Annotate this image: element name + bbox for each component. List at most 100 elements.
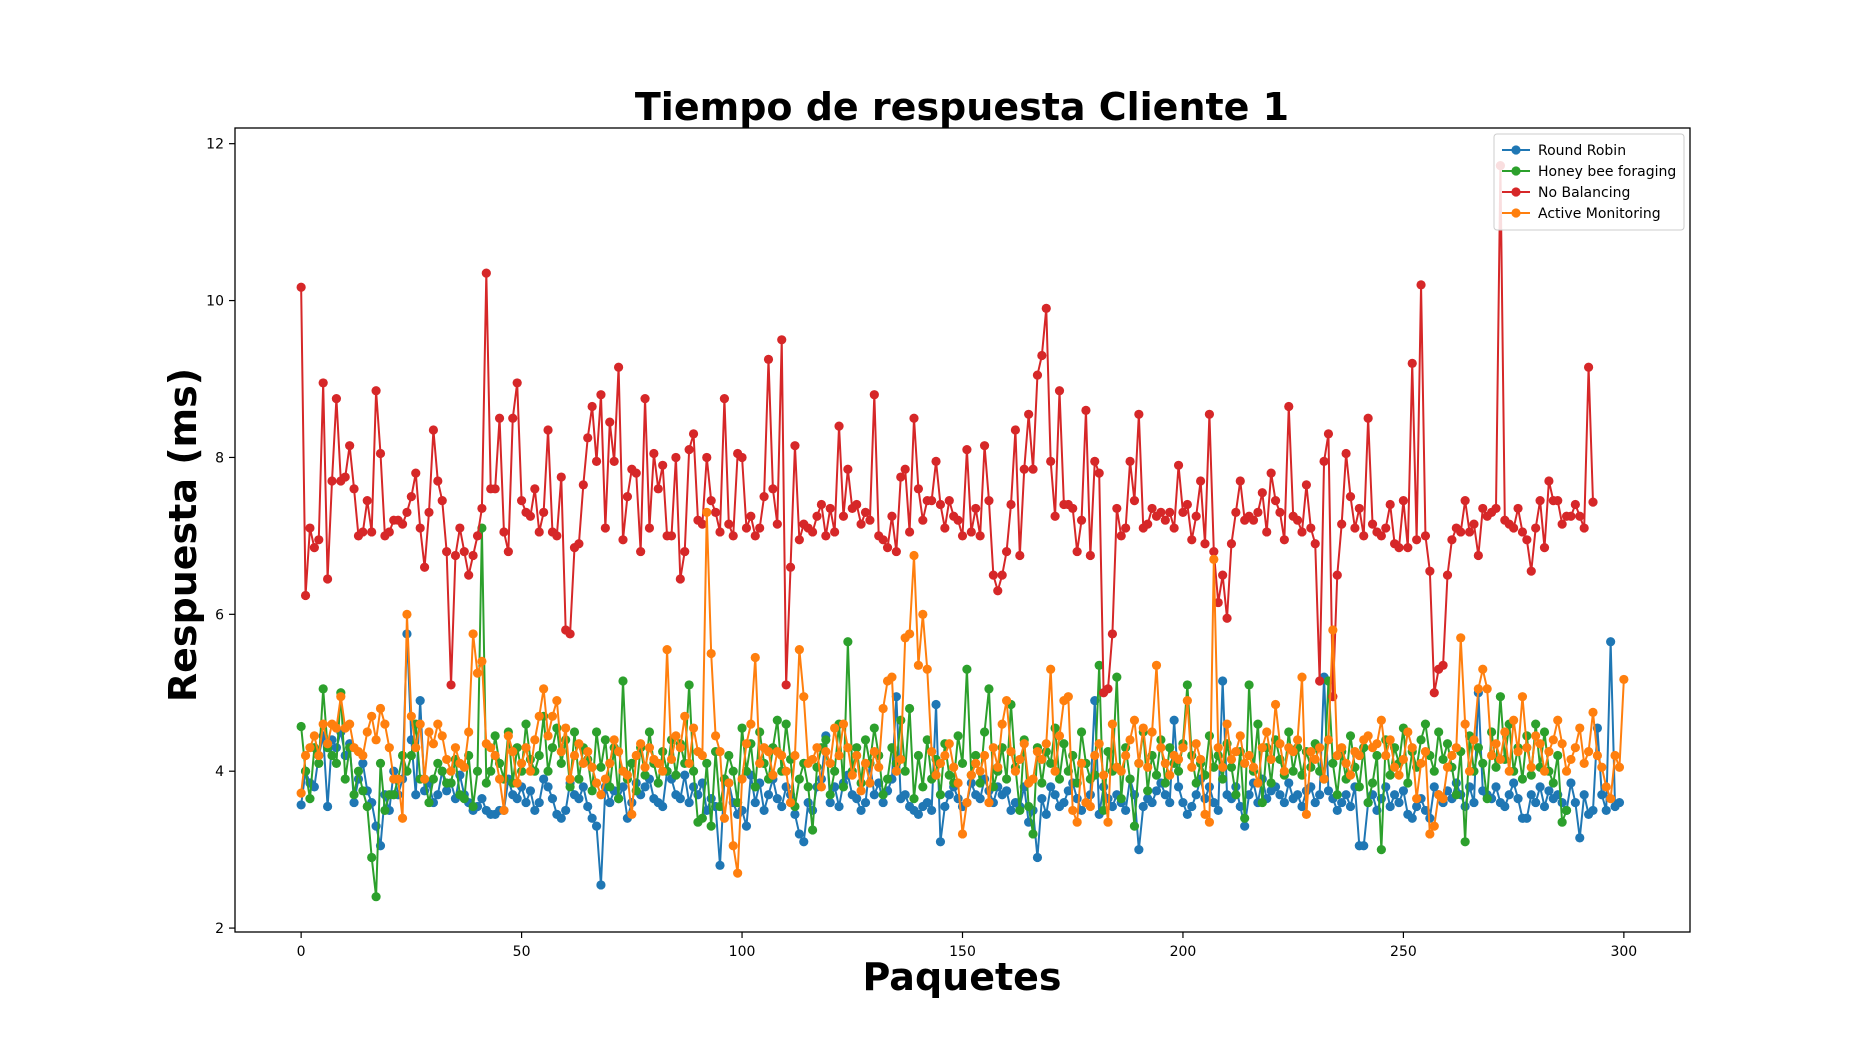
data-point xyxy=(1257,743,1267,753)
data-point xyxy=(1275,739,1285,749)
data-point xyxy=(1046,782,1056,792)
data-point xyxy=(807,754,818,765)
data-point xyxy=(1570,499,1580,510)
data-point xyxy=(358,750,368,761)
data-point xyxy=(807,527,818,537)
data-point xyxy=(675,743,685,753)
data-point xyxy=(1310,539,1320,549)
data-point xyxy=(710,507,721,517)
data-point xyxy=(794,774,804,784)
data-point xyxy=(1429,766,1439,776)
data-point xyxy=(1019,739,1029,749)
data-point xyxy=(1495,754,1506,765)
data-point xyxy=(1531,523,1541,533)
data-point xyxy=(530,484,540,494)
data-point xyxy=(1165,743,1175,753)
data-point xyxy=(653,778,663,788)
data-point xyxy=(1001,774,1012,784)
data-point xyxy=(1315,743,1325,753)
data-point xyxy=(1464,766,1475,776)
data-point xyxy=(887,672,897,682)
x-tick-label: 200 xyxy=(1170,944,1197,960)
data-point xyxy=(367,711,377,721)
data-point xyxy=(340,472,350,482)
data-point xyxy=(927,495,937,506)
data-point xyxy=(715,801,725,812)
plot-area: 0 50 100 150 200 250 300 2 4 6 8 10 12 xyxy=(206,127,1691,960)
data-point xyxy=(367,527,377,537)
data-point xyxy=(442,786,452,796)
data-point xyxy=(1187,801,1197,812)
data-point xyxy=(574,739,584,749)
data-point xyxy=(525,786,536,796)
data-point xyxy=(539,507,549,517)
data-point xyxy=(1398,786,1409,796)
data-point xyxy=(578,782,588,792)
legend: Round Robin Honey bee foraging No Balancin… xyxy=(1493,133,1685,231)
data-point xyxy=(825,797,835,808)
data-point xyxy=(993,586,1003,596)
data-point xyxy=(1068,805,1078,816)
data-point xyxy=(1407,813,1417,823)
data-point xyxy=(1032,746,1043,757)
data-point xyxy=(1345,770,1356,780)
data-point xyxy=(1301,480,1312,490)
data-point xyxy=(309,543,319,553)
data-point xyxy=(1121,523,1131,533)
data-point xyxy=(975,794,985,804)
data-point xyxy=(794,645,804,655)
data-point xyxy=(1173,460,1184,470)
data-point xyxy=(1191,790,1201,800)
data-point xyxy=(1557,817,1567,827)
data-point xyxy=(1561,766,1572,776)
data-point xyxy=(1231,790,1241,800)
legend-item: No Balancing xyxy=(1502,185,1630,201)
data-point xyxy=(1566,754,1576,765)
data-point xyxy=(464,727,474,737)
data-point xyxy=(904,629,915,639)
data-point xyxy=(1195,754,1206,765)
data-point xyxy=(600,774,610,784)
data-point xyxy=(979,750,990,761)
data-point xyxy=(1050,723,1060,733)
data-point xyxy=(1222,613,1232,623)
x-tick-label: 100 xyxy=(729,944,756,960)
data-point xyxy=(816,499,827,510)
data-point xyxy=(1544,746,1554,757)
data-point xyxy=(1129,715,1140,725)
data-point xyxy=(565,774,575,784)
data-point xyxy=(556,758,566,768)
data-point xyxy=(1579,758,1589,768)
data-point xyxy=(1606,794,1616,804)
data-point xyxy=(1306,762,1316,772)
data-point xyxy=(534,711,544,721)
data-point xyxy=(574,774,584,784)
data-point xyxy=(468,550,478,561)
data-point xyxy=(1341,448,1351,459)
data-point xyxy=(927,746,937,757)
data-point xyxy=(424,797,434,808)
data-point xyxy=(1156,507,1166,517)
data-point xyxy=(896,715,906,725)
data-point xyxy=(609,456,619,466)
data-point xyxy=(1416,280,1426,290)
data-point xyxy=(1222,719,1232,729)
data-point xyxy=(618,782,628,792)
data-point xyxy=(1284,778,1294,788)
data-point xyxy=(305,794,315,804)
data-point xyxy=(931,456,941,466)
data-point xyxy=(1054,731,1065,741)
data-point xyxy=(1381,782,1391,792)
data-point xyxy=(1253,778,1263,788)
data-point xyxy=(825,503,835,514)
data-point xyxy=(1081,405,1091,415)
data-point xyxy=(684,680,694,690)
data-point xyxy=(891,692,901,702)
data-point xyxy=(860,758,871,768)
data-point xyxy=(1218,762,1228,772)
data-point xyxy=(512,778,522,788)
data-point xyxy=(1341,790,1351,800)
data-point xyxy=(1160,515,1170,525)
data-point xyxy=(371,735,381,745)
data-point xyxy=(1575,723,1585,733)
